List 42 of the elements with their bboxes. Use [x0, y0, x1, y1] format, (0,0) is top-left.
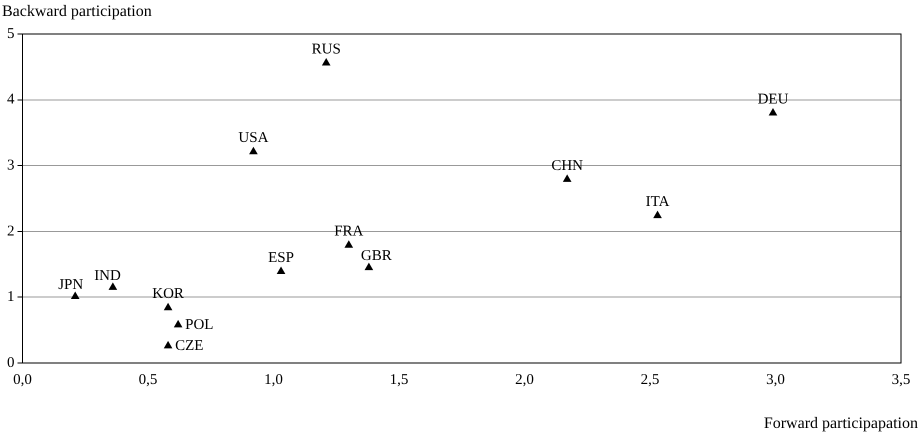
annotation: FRA	[334, 224, 364, 240]
y-tick-label: 2	[7, 223, 14, 240]
point	[364, 262, 374, 270]
x-axis-title: Forward participapation	[764, 415, 918, 432]
point	[653, 210, 662, 218]
x-tick-label: 2,5	[640, 372, 660, 388]
x-tick-label: 3,0	[766, 372, 785, 388]
x-tick-label: 1,5	[390, 372, 408, 388]
annotation: USA	[238, 130, 269, 146]
annotation: RUS	[312, 41, 341, 58]
point	[344, 240, 354, 248]
point	[108, 282, 118, 290]
annotation: JPN	[58, 276, 84, 293]
point	[562, 174, 572, 182]
point	[276, 266, 286, 274]
y-axis-title: Backward participation	[2, 3, 152, 20]
y-tick-label: 3	[7, 158, 14, 174]
y-tick-label: 0	[7, 354, 14, 371]
annotation: DEU	[758, 91, 789, 108]
x-tick-label: 1,0	[264, 372, 283, 388]
annotation: CZE	[175, 338, 204, 354]
annotation: KOR	[152, 286, 184, 302]
point	[164, 340, 172, 348]
point	[768, 108, 778, 116]
annotation: GBR	[360, 248, 392, 264]
x-tick-label: 3,5	[892, 372, 910, 388]
annotation: CHN	[551, 158, 584, 174]
y-tick-label: 5	[7, 26, 14, 42]
y-tick-label: 1	[7, 289, 14, 306]
x-tick-label: 0,0	[13, 372, 32, 388]
annotation: ESP	[268, 250, 294, 266]
point	[174, 320, 182, 328]
point	[164, 302, 172, 310]
point	[249, 146, 258, 154]
annotation: ITA	[646, 194, 670, 210]
x-tick-label: 2,0	[515, 372, 534, 388]
annotation: IND	[94, 268, 122, 284]
y-tick-label: 4	[7, 92, 15, 108]
annotation: POL	[185, 316, 214, 333]
point	[70, 292, 80, 300]
x-tick-label: 0,5	[138, 372, 158, 388]
point	[322, 58, 331, 66]
